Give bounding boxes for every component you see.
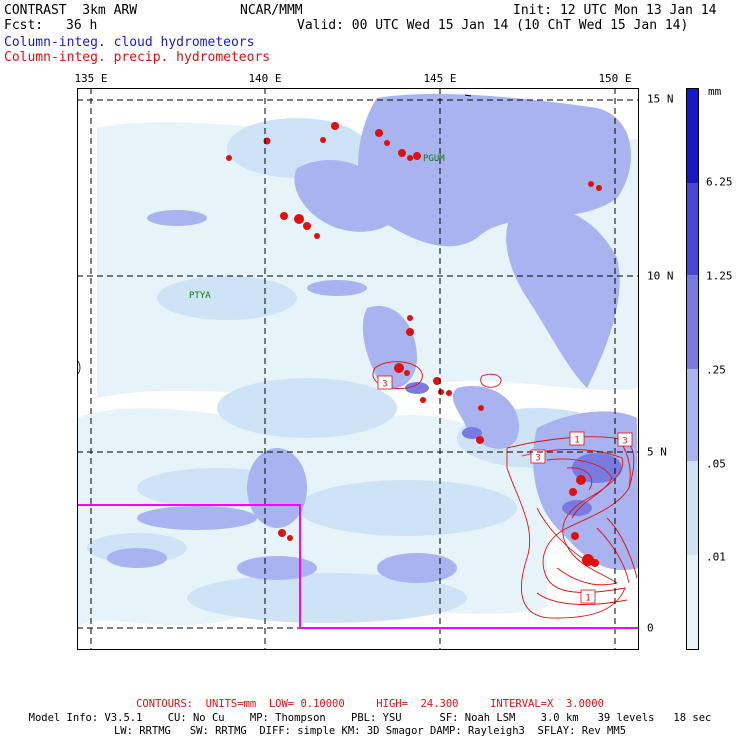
lon-label-150: 150 E [598,72,632,85]
colorbar-label: .25 [706,363,726,377]
lat-label-15n: 15 N [647,92,674,106]
plot-title: CONTRAST 3km ARW [4,3,138,18]
cloud-field [77,93,639,628]
lat-label-0: 0 [647,621,654,635]
forecast-label: Fcst: [4,18,44,33]
svg-text:3: 3 [535,454,540,464]
contour-label: 1 [580,589,596,604]
init-time: Init: 12 UTC Mon 13 Jan 14 [513,3,717,18]
svg-text:3: 3 [382,380,387,390]
colorbar-label: 1.25 [706,269,733,283]
colorbar-segment [687,461,698,555]
valid-time: Valid: 00 UTC Wed 15 Jan 14 (10 ChT Wed … [297,18,689,33]
colorbar-segment [687,183,698,275]
map-panel: 3 1 3 3 1 PGUM PTYA [77,88,639,650]
contour-label: 3 [617,432,633,447]
contour-label: 1 [569,431,585,446]
contour-info: CONTOURS: UNITS=mm LOW= 0.10000 HIGH= 24… [136,698,604,710]
field-precip-label: Column-integ. precip. hydrometeors [4,50,271,65]
svg-text:3: 3 [622,437,627,447]
contour-label: 3 [377,375,393,390]
island-outline [464,94,472,97]
colorbar [686,88,699,650]
colorbar-unit: mm [708,85,722,98]
precip-contours [372,361,638,619]
colorbar-label: 6.25 [706,175,733,189]
precip-field [226,122,602,567]
model-info-line2: LW: RRTMG SW: RRTMG DIFF: simple KM: 3D … [113,725,627,737]
colorbar-label: .01 [706,550,726,564]
colorbar-segment [687,555,698,649]
lon-label-140: 140 E [248,72,282,85]
contour-labels: 3 1 3 3 1 [377,375,633,604]
field-cloud-label: Column-integ. cloud hydrometeors [4,35,255,50]
model-info-line1: Model Info: V3.5.1 CU: No Cu MP: Thompso… [28,712,712,724]
institution-label: NCAR/MMM [240,3,303,18]
svg-text:1: 1 [574,436,579,446]
lat-label-5n: 5 N [647,445,667,459]
nested-domain-box [77,504,639,629]
contour-label: 3 [530,449,546,464]
station-label-ptya: PTYA [189,291,211,301]
colorbar-label: .05 [706,457,726,471]
lat-label-10n: 10 N [647,269,674,283]
lon-label-145: 145 E [423,72,457,85]
lon-label-135: 135 E [74,72,108,85]
forecast-hour: 36 h [66,18,98,33]
station-label-pgum: PGUM [423,154,445,164]
colorbar-segment [687,89,698,183]
svg-text:1: 1 [585,594,590,604]
colorbar-segment [687,369,698,461]
colorbar-segment [687,275,698,369]
grid-lines [77,88,639,650]
